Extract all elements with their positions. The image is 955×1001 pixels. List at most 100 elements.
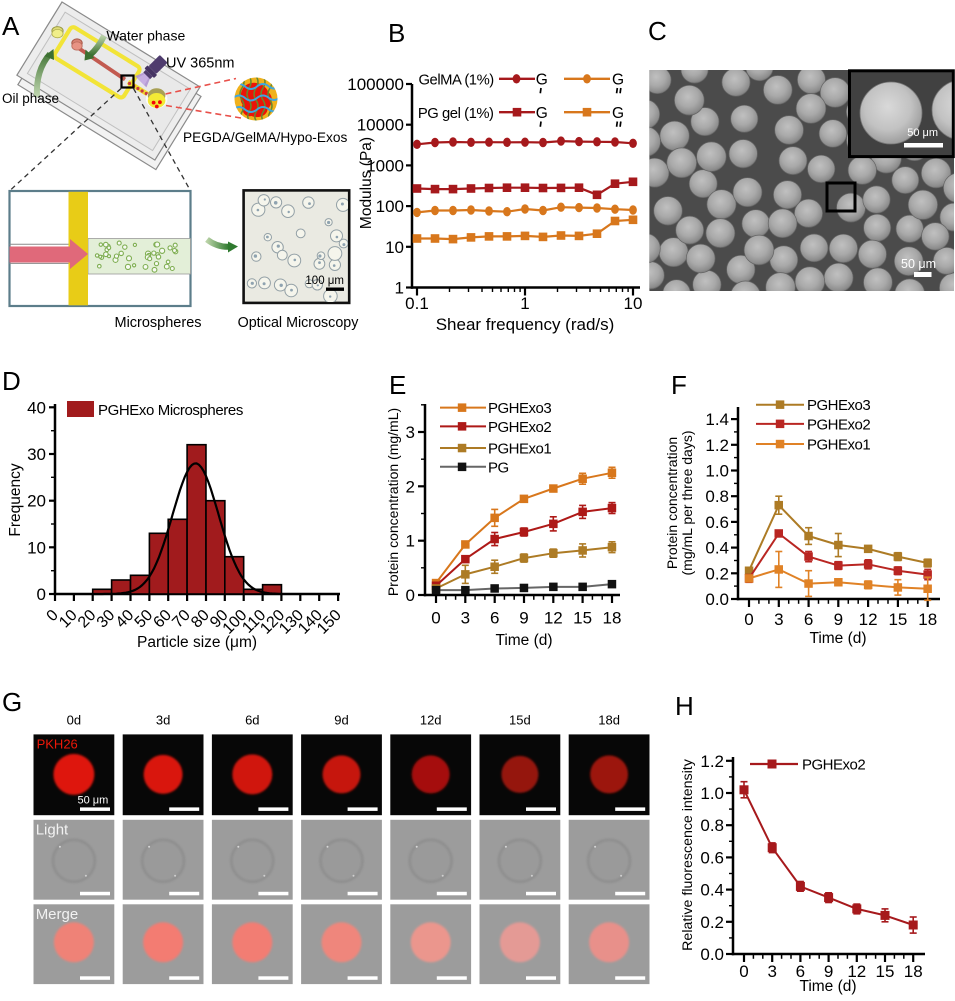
svg-text:1.2: 1.2 bbox=[705, 436, 729, 455]
svg-text:3: 3 bbox=[461, 609, 470, 628]
svg-text:40: 40 bbox=[27, 398, 46, 417]
svg-text:20: 20 bbox=[27, 492, 46, 511]
svg-text:0.8: 0.8 bbox=[705, 487, 729, 506]
svg-text:15d: 15d bbox=[509, 713, 531, 728]
svg-text:G: G bbox=[612, 105, 624, 122]
svg-text:Time (d): Time (d) bbox=[495, 632, 552, 649]
svg-text:15: 15 bbox=[888, 610, 907, 629]
svg-text:18: 18 bbox=[918, 610, 937, 629]
svg-text:PKH26: PKH26 bbox=[37, 737, 78, 752]
svg-text:Shear frequency (rad/s): Shear frequency (rad/s) bbox=[436, 315, 615, 334]
svg-text:15: 15 bbox=[573, 609, 592, 628]
svg-text:10000: 10000 bbox=[357, 116, 404, 135]
svg-text:E: E bbox=[389, 370, 406, 400]
svg-text:2: 2 bbox=[406, 477, 415, 496]
svg-text:0: 0 bbox=[37, 585, 46, 604]
svg-text:6d: 6d bbox=[245, 713, 259, 728]
svg-text:Light: Light bbox=[36, 822, 69, 839]
svg-text:12: 12 bbox=[847, 962, 866, 981]
svg-text:12: 12 bbox=[859, 610, 878, 629]
svg-text:0.2: 0.2 bbox=[705, 564, 729, 583]
svg-text:1: 1 bbox=[520, 294, 529, 313]
svg-text:3: 3 bbox=[767, 962, 776, 981]
svg-text:PGHExo2: PGHExo2 bbox=[488, 419, 551, 436]
svg-text:Frequency: Frequency bbox=[7, 463, 24, 536]
svg-text:PGHExo1: PGHExo1 bbox=[488, 441, 551, 458]
svg-text:30: 30 bbox=[27, 445, 46, 464]
svg-text:(mg/mL per three days): (mg/mL per three days) bbox=[679, 431, 695, 576]
svg-text:18: 18 bbox=[904, 962, 923, 981]
svg-text:Oil phase: Oil phase bbox=[2, 91, 59, 106]
svg-text:15: 15 bbox=[876, 962, 895, 981]
svg-text:1000: 1000 bbox=[366, 156, 404, 175]
svg-text:0.0: 0.0 bbox=[705, 590, 729, 609]
svg-text:100000: 100000 bbox=[347, 75, 404, 94]
svg-text:3: 3 bbox=[774, 610, 783, 629]
svg-text:50 μm: 50 μm bbox=[907, 127, 938, 139]
svg-text:Time (d): Time (d) bbox=[799, 978, 856, 995]
svg-text:Protein concentration: Protein concentration bbox=[664, 437, 680, 569]
svg-text:12: 12 bbox=[544, 609, 563, 628]
svg-text:Particle size (μm): Particle size (μm) bbox=[137, 634, 257, 651]
svg-text:Relative fluorescence intensit: Relative fluorescence intensity bbox=[680, 758, 696, 951]
svg-text:3d: 3d bbox=[156, 713, 170, 728]
svg-text:D: D bbox=[2, 366, 21, 396]
svg-text:1.4: 1.4 bbox=[705, 410, 729, 429]
svg-text:Optical Microscopy: Optical Microscopy bbox=[238, 315, 360, 331]
svg-text:0: 0 bbox=[744, 610, 753, 629]
svg-text:G: G bbox=[536, 71, 548, 88]
svg-text:3: 3 bbox=[406, 423, 415, 442]
svg-text:0.0: 0.0 bbox=[700, 945, 724, 964]
svg-text:PGHExo2: PGHExo2 bbox=[807, 416, 870, 433]
svg-text:PEGDA/GelMA/Hypo-Exos: PEGDA/GelMA/Hypo-Exos bbox=[183, 130, 347, 145]
svg-text:Water phase: Water phase bbox=[106, 28, 185, 44]
svg-text:9: 9 bbox=[824, 962, 833, 981]
svg-text:PGHExo Microspheres: PGHExo Microspheres bbox=[98, 402, 243, 419]
svg-text:PGHExo3: PGHExo3 bbox=[807, 397, 870, 414]
svg-text:0.4: 0.4 bbox=[705, 539, 729, 558]
svg-text:0.6: 0.6 bbox=[700, 848, 724, 867]
svg-text:G: G bbox=[2, 687, 22, 717]
svg-text:Time (d): Time (d) bbox=[809, 630, 866, 647]
svg-text:0.1: 0.1 bbox=[405, 294, 429, 313]
svg-text:PGHExo1: PGHExo1 bbox=[807, 437, 870, 454]
svg-text:6: 6 bbox=[804, 610, 813, 629]
svg-text:H: H bbox=[675, 691, 694, 721]
svg-text:PG gel (1%): PG gel (1%) bbox=[418, 106, 494, 122]
svg-text:0.4: 0.4 bbox=[700, 881, 724, 900]
svg-text:6: 6 bbox=[796, 962, 805, 981]
svg-text:B: B bbox=[388, 18, 405, 48]
svg-text:10: 10 bbox=[624, 294, 643, 313]
svg-text:100 μm: 100 μm bbox=[305, 275, 344, 287]
svg-text:10: 10 bbox=[27, 538, 46, 557]
svg-text:12d: 12d bbox=[420, 713, 442, 728]
svg-text:A: A bbox=[2, 11, 20, 41]
svg-text:GelMA (1%): GelMA (1%) bbox=[419, 72, 495, 88]
svg-text:Merge: Merge bbox=[36, 906, 79, 923]
svg-text:C: C bbox=[648, 16, 667, 46]
svg-text:1: 1 bbox=[395, 279, 404, 298]
svg-text:PGHExo2: PGHExo2 bbox=[802, 757, 865, 774]
svg-text:0: 0 bbox=[739, 962, 748, 981]
svg-text:Microspheres: Microspheres bbox=[114, 315, 201, 331]
svg-text:G: G bbox=[612, 71, 624, 88]
svg-text:G: G bbox=[536, 105, 548, 122]
svg-text:6: 6 bbox=[490, 609, 499, 628]
svg-text:0: 0 bbox=[406, 586, 415, 605]
svg-text:PGHExo3: PGHExo3 bbox=[488, 400, 551, 417]
svg-text:0d: 0d bbox=[67, 713, 81, 728]
svg-text:Modulus (Pa): Modulus (Pa) bbox=[358, 137, 375, 229]
svg-text:Protein concentration (mg/mL): Protein concentration (mg/mL) bbox=[385, 408, 401, 596]
svg-text:0.2: 0.2 bbox=[700, 913, 724, 932]
svg-text:18: 18 bbox=[603, 609, 622, 628]
svg-text:1.0: 1.0 bbox=[705, 462, 729, 481]
svg-text:0.8: 0.8 bbox=[700, 816, 724, 835]
svg-text:9: 9 bbox=[519, 609, 528, 628]
svg-text:18d: 18d bbox=[598, 713, 620, 728]
svg-text:50 μm: 50 μm bbox=[78, 795, 109, 807]
svg-text:9d: 9d bbox=[334, 713, 348, 728]
svg-text:10: 10 bbox=[385, 238, 404, 257]
svg-text:UV 365nm: UV 365nm bbox=[166, 56, 235, 72]
svg-text:0.6: 0.6 bbox=[705, 513, 729, 532]
svg-text:100: 100 bbox=[376, 197, 404, 216]
